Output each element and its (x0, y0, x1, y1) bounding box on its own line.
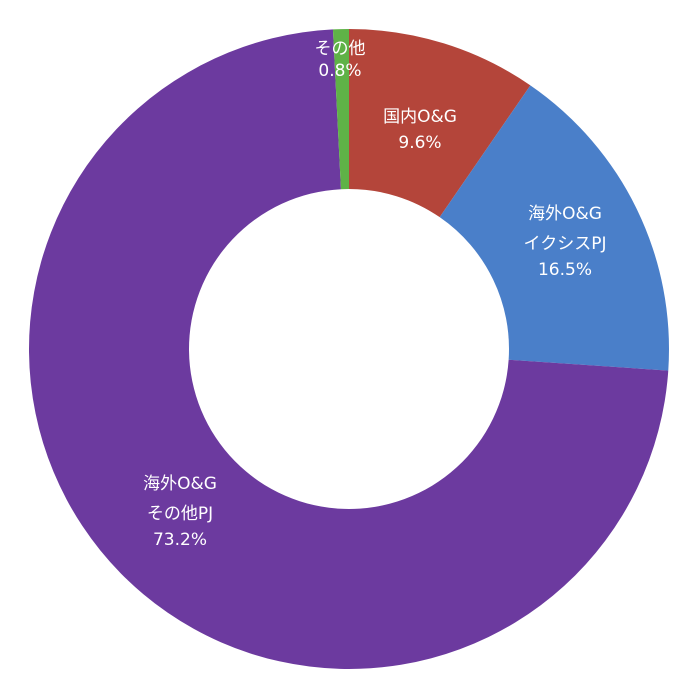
donut-segment (332, 29, 349, 190)
category-label: 国内O&G (383, 107, 457, 127)
donut-segment (349, 29, 531, 218)
category-label: その他 (314, 39, 366, 59)
segment-label: 海外O&G その他PJ 73.2% (143, 469, 217, 551)
donut-segment (29, 29, 669, 670)
segment-label: その他 0.8% (315, 38, 366, 82)
value-label: 0.8% (318, 61, 362, 81)
donut-segment (439, 85, 669, 371)
segment-label: 国内O&G 9.6% (383, 102, 457, 154)
segment-label: 海外O&G イクシスPJ 16.5% (524, 199, 607, 281)
value-label: 9.6% (398, 133, 442, 153)
value-label: 73.2% (152, 530, 207, 550)
value-label: 16.5% (537, 260, 592, 280)
category-label: 海外O&G その他PJ (143, 474, 217, 524)
category-label: 海外O&G イクシスPJ (523, 204, 607, 254)
